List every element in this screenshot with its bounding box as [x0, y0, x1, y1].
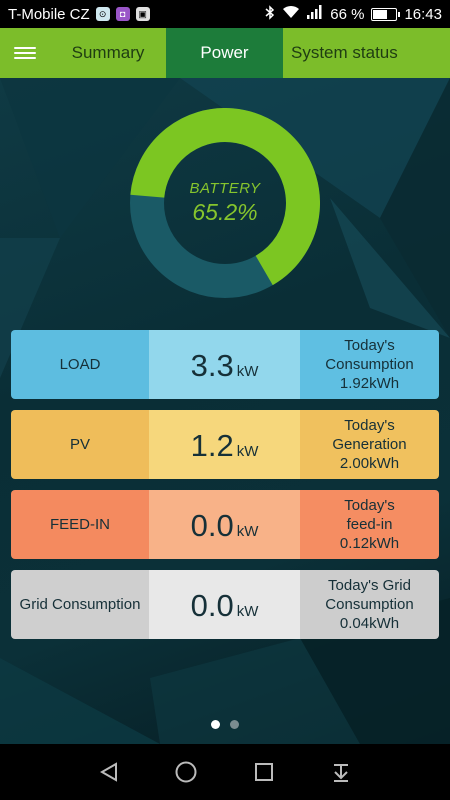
pv-label: PV	[11, 410, 149, 479]
battery-gauge: BATTERY 65.2%	[130, 108, 320, 298]
tab-power[interactable]: Power	[166, 28, 283, 78]
tab-system-status[interactable]: System status	[291, 43, 398, 62]
battery-gauge-label: BATTERY 65.2%	[130, 108, 320, 298]
recents-icon[interactable]	[249, 757, 279, 787]
grid-consumption-value-number: 0.0	[190, 588, 234, 623]
status-bar: T-Mobile CZ ⊙ ◘ ▣ 66 % 16:43	[0, 0, 450, 28]
back-icon[interactable]	[94, 757, 124, 787]
top-nav: Summary Power System status	[0, 28, 450, 78]
notification-icon-2: ◘	[115, 7, 130, 21]
pv-today-line2: Generation	[332, 436, 407, 453]
pv-row[interactable]: PV 1.2 kW Today's Generation 2.00kWh	[11, 410, 439, 479]
feed-in-label: FEED-IN	[11, 490, 149, 559]
grid-consumption-row[interactable]: Grid Consumption 0.0 kW Today's Grid Con…	[11, 570, 439, 639]
hamburger-menu-icon[interactable]	[0, 28, 50, 78]
notification-icon-3: ▣	[135, 7, 150, 21]
battery-icon-fill	[373, 9, 388, 19]
grid-consumption-value-unit: kW	[236, 603, 259, 620]
tab-summary[interactable]: Summary	[71, 43, 145, 62]
pv-today-value: 2.00kWh	[339, 455, 400, 472]
feed-in-value: 0.0 kW	[149, 490, 300, 559]
pv-value: 1.2 kW	[149, 410, 300, 479]
grid-consumption-today: Today's Grid Consumption 0.04kWh	[300, 570, 439, 639]
wifi-icon	[282, 5, 300, 23]
system-nav-bar	[0, 744, 450, 800]
grid-consumption-today-line1: Today's Grid	[328, 577, 411, 594]
grid-consumption-label: Grid Consumption	[11, 570, 149, 639]
feed-in-today-line2: feed-in	[346, 516, 393, 533]
page-dot-2[interactable]	[230, 720, 239, 729]
main-content: BATTERY 65.2% LOAD 3.3 kW Today's Consum…	[0, 78, 450, 744]
power-rows: LOAD 3.3 kW Today's Consumption 1.92kWh …	[11, 330, 439, 650]
home-icon[interactable]	[171, 757, 201, 787]
load-today: Today's Consumption 1.92kWh	[300, 330, 439, 399]
battery-gauge-value: 65.2%	[192, 199, 258, 225]
grid-consumption-today-line2: Consumption	[325, 596, 414, 613]
pv-value-unit: kW	[236, 443, 259, 460]
notifications-pull-icon[interactable]	[326, 757, 356, 787]
battery-donut	[130, 108, 320, 298]
load-value: 3.3 kW	[149, 330, 300, 399]
load-today-line2: Consumption	[325, 356, 414, 373]
page-indicator	[0, 720, 450, 729]
load-value-number: 3.3	[190, 348, 234, 383]
clock: 16:43	[404, 5, 442, 23]
feed-in-today-value: 0.12kWh	[339, 535, 400, 552]
background-pattern	[0, 78, 450, 744]
load-today-line1: Today's	[344, 337, 395, 354]
pv-value-number: 1.2	[190, 428, 234, 463]
feed-in-value-unit: kW	[236, 523, 259, 540]
pv-today: Today's Generation 2.00kWh	[300, 410, 439, 479]
feed-in-today: Today's feed-in 0.12kWh	[300, 490, 439, 559]
battery-percent: 66 %	[330, 5, 365, 23]
battery-gauge-title: BATTERY	[189, 180, 261, 197]
feed-in-row[interactable]: FEED-IN 0.0 kW Today's feed-in 0.12kWh	[11, 490, 439, 559]
load-today-value: 1.92kWh	[339, 375, 400, 392]
load-value-unit: kW	[236, 363, 259, 380]
feed-in-today-line1: Today's	[344, 497, 395, 514]
feed-in-value-number: 0.0	[190, 508, 234, 543]
load-label: LOAD	[11, 330, 149, 399]
grid-consumption-value: 0.0 kW	[149, 570, 300, 639]
signal-icon	[307, 5, 323, 23]
battery-icon	[371, 7, 401, 21]
load-row[interactable]: LOAD 3.3 kW Today's Consumption 1.92kWh	[11, 330, 439, 399]
carrier-name: T-Mobile CZ	[8, 5, 90, 23]
notification-icon-1: ⊙	[95, 7, 110, 21]
bluetooth-icon	[265, 4, 275, 24]
grid-consumption-today-value: 0.04kWh	[339, 615, 400, 632]
page-dot-1[interactable]	[211, 720, 220, 729]
pv-today-line1: Today's	[344, 417, 395, 434]
